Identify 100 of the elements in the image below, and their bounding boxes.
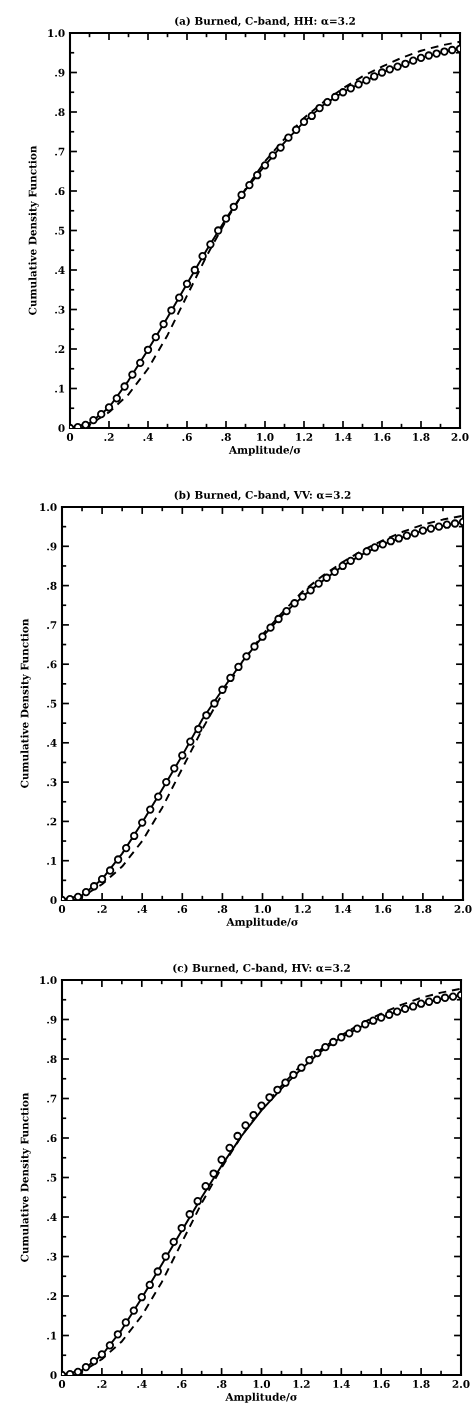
point — [274, 614, 283, 624]
point — [128, 370, 137, 379]
point — [385, 65, 394, 74]
y-tick-label: .5 — [55, 226, 65, 235]
point — [266, 623, 275, 632]
y-tick-label: .3 — [47, 778, 57, 787]
point — [410, 529, 420, 538]
point — [206, 240, 215, 249]
x-tick-label: 1.6 — [373, 1380, 390, 1388]
x-tick-label: .2 — [97, 905, 107, 913]
point — [221, 214, 231, 223]
point — [167, 306, 176, 315]
point — [346, 84, 355, 93]
point — [185, 1210, 194, 1219]
point — [314, 579, 323, 588]
point — [113, 1330, 123, 1339]
point — [370, 72, 379, 81]
point — [346, 556, 355, 566]
point — [233, 1131, 242, 1141]
point — [237, 190, 246, 200]
point — [392, 1007, 402, 1016]
x-tick-label: 1.8 — [415, 905, 432, 913]
x-axis-title: Amplitude/σ — [225, 1392, 297, 1403]
y-tick-label: 0 — [50, 1371, 57, 1380]
point — [218, 685, 227, 694]
point — [338, 561, 347, 571]
point — [81, 420, 90, 428]
point — [416, 53, 426, 63]
point — [418, 526, 428, 535]
point — [89, 415, 98, 425]
point — [169, 1237, 178, 1247]
point — [97, 1350, 107, 1359]
y-tick-label: .2 — [47, 1292, 57, 1301]
y-tick-label: .5 — [47, 1173, 57, 1182]
point — [177, 1223, 186, 1233]
point — [161, 1252, 170, 1261]
point — [323, 97, 332, 107]
point — [112, 394, 121, 403]
point — [209, 1169, 218, 1178]
y-tick-label: .6 — [55, 187, 65, 196]
point — [210, 699, 219, 708]
x-tick-label: 2.0 — [451, 433, 469, 441]
point — [313, 1048, 322, 1058]
point — [361, 1020, 370, 1029]
point — [273, 1085, 282, 1094]
point — [448, 45, 457, 55]
x-axis-title: Amplitude/σ — [226, 917, 298, 928]
point — [89, 882, 99, 891]
x-tick-label: 1.4 — [333, 1380, 350, 1388]
y-tick-label: .7 — [55, 147, 65, 156]
point — [250, 642, 259, 651]
point — [258, 632, 267, 641]
point — [292, 125, 301, 134]
point — [337, 1033, 346, 1042]
y-axis-title: Cumulative Density Function — [20, 618, 31, 788]
point — [225, 1143, 234, 1153]
x-tick-label: 2.0 — [452, 1380, 470, 1388]
point — [151, 332, 160, 342]
point — [305, 1056, 314, 1065]
point — [193, 1197, 202, 1206]
x-tick-label: 0 — [66, 433, 74, 441]
y-tick-label: 1.0 — [40, 503, 57, 512]
point — [426, 524, 436, 533]
y-tick-label: 1.0 — [40, 976, 57, 985]
point — [226, 673, 235, 683]
y-tick-label: .4 — [47, 739, 57, 747]
point — [362, 76, 371, 85]
point — [190, 265, 199, 275]
point — [440, 47, 449, 56]
y-tick-label: .7 — [47, 1094, 57, 1103]
x-tick-label: .4 — [137, 905, 148, 913]
x-tick-label: 1.6 — [375, 905, 392, 913]
point — [159, 319, 168, 329]
point — [129, 1306, 138, 1315]
point — [432, 995, 442, 1004]
point — [202, 711, 211, 720]
point — [385, 1010, 394, 1019]
point — [377, 1013, 386, 1022]
x-tick-label: 1.0 — [253, 1380, 271, 1388]
y-tick-label: 1.0 — [48, 29, 65, 38]
point — [105, 1341, 115, 1350]
point — [306, 586, 315, 595]
y-tick-label: .1 — [47, 1331, 57, 1340]
point — [353, 1024, 362, 1033]
y-tick-label: .3 — [55, 305, 65, 314]
point — [186, 737, 195, 746]
y-tick-label: .9 — [47, 1015, 57, 1024]
point — [138, 818, 147, 827]
point — [97, 410, 106, 419]
point — [153, 1267, 162, 1276]
x-tick-label: .6 — [182, 433, 192, 441]
y-tick-label: .2 — [47, 817, 57, 826]
point — [143, 345, 153, 354]
point — [442, 520, 452, 529]
point — [170, 764, 179, 773]
y-tick-label: .7 — [47, 621, 57, 630]
point — [229, 202, 238, 211]
point — [121, 843, 131, 853]
point — [394, 534, 404, 543]
x-tick-label: 1.4 — [335, 433, 352, 441]
